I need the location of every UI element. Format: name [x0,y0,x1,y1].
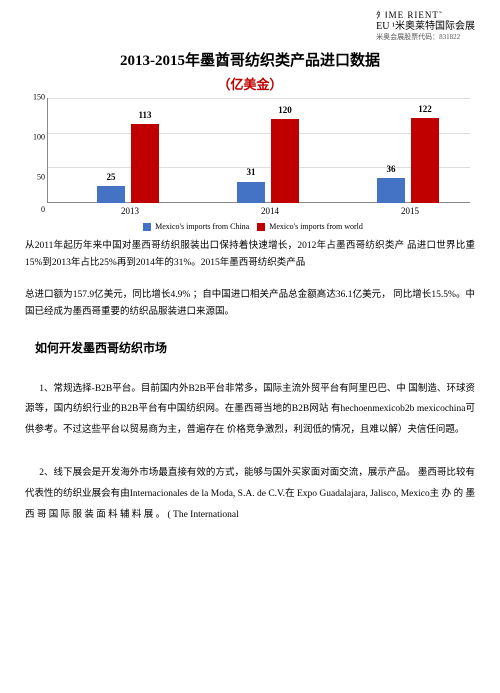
bar-label: 25 [97,170,125,184]
header-top-line: ﾀ ⅠME RIENT˜ [376,10,475,21]
header-stock-code: 米奥会展股票代码：831822 [376,33,475,41]
header-branding: ﾀ ⅠME RIENT˜ EU ¹米奥莱特国际会展 米奥会展股票代码：83182… [25,10,475,41]
page-title: 2013-2015年墨酋哥纺织类产品进口数据 [25,49,475,73]
legend-swatch-china [143,223,151,231]
ytick: 50 [25,172,45,185]
intro-para-1: 从2011年起历年来中国对墨西哥纺织服装出口保持着快速增长，2012年占墨西哥纺… [25,238,475,272]
gridline [48,98,470,99]
body-para-2: 2、线下展会是开发海外市场最直接有效的方式，能够与国外买家面对面交流，展示产品。… [25,463,475,526]
bar-label: 120 [271,103,299,117]
bar-china [237,182,265,204]
xtick: 2014 [225,204,315,218]
header-eu-line: EU ¹米奥莱特国际会展 [376,21,475,33]
body-para-1: 1、常规选择-B2B平台。目前国内外B2B平台非常多，国际主流外贸平台有阿里巴巴… [25,379,475,442]
bar-label: 31 [237,165,265,179]
section-title: 如何开发墨西哥纺织市场 [35,339,475,358]
xtick: 2013 [85,204,175,218]
legend-label-world: Mexico's imports from world [269,222,363,231]
bar-label: 113 [131,108,159,122]
ytick: 0 [25,204,45,217]
legend-label-china: Mexico's imports from China [155,222,249,231]
ytick: 100 [25,132,45,145]
bar-label: 36 [377,162,405,176]
page-subtitle: （亿美金） [25,75,475,96]
gridline [48,133,470,134]
bar-world [411,118,439,203]
xtick: 2015 [365,204,455,218]
legend-swatch-world [257,223,265,231]
ytick: 150 [25,92,45,105]
bar-china [377,178,405,203]
bar-china [97,186,125,204]
bar-label: 122 [411,102,439,116]
chart-legend: Mexico's imports from China Mexico's imp… [25,221,475,234]
import-bar-chart: 150 100 50 0 25 113 31 120 36 122 2013 2… [25,98,475,218]
bar-world [271,119,299,203]
intro-para-2: 总进口额为157.9亿美元，同比增长4.9% ；自中国进口相关产品总金额高达36… [25,287,475,321]
bar-world [131,124,159,203]
